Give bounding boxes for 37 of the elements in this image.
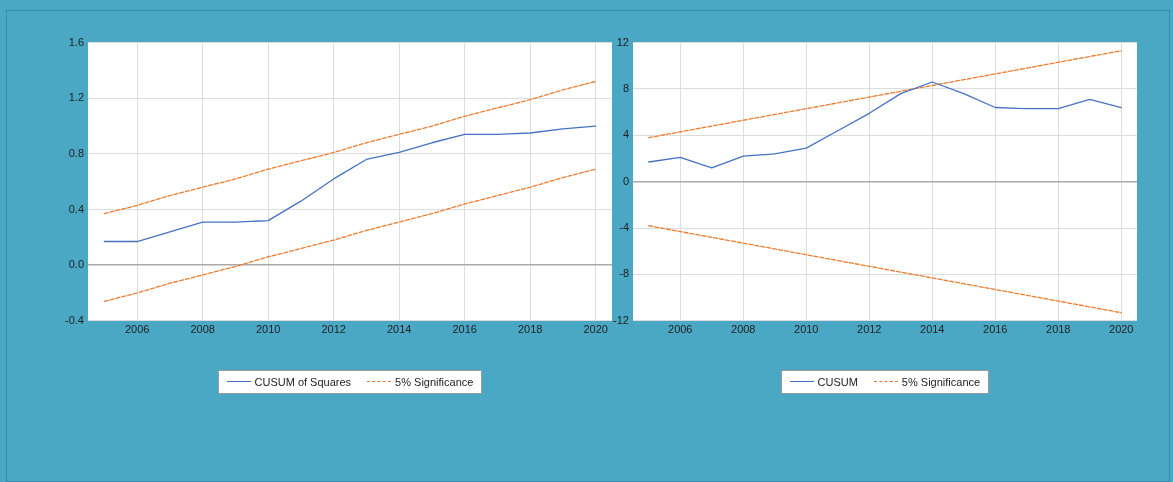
y-tick-label: 1.2	[68, 91, 84, 104]
x-tick-label: 2008	[190, 323, 215, 336]
y-tick-label: 4	[622, 128, 629, 141]
y-tick-label: 0.0	[68, 258, 84, 271]
legend-label: 5% Significance	[395, 375, 474, 388]
legend-label: CUSUM of Squares	[254, 375, 352, 388]
y-tick-label: -12	[613, 313, 629, 326]
x-tick-label: 2006	[668, 323, 693, 336]
x-tick-label: 2016	[983, 323, 1008, 336]
y-tick-label: 0	[622, 174, 629, 187]
line-series	[648, 50, 1122, 139]
x-tick-label: 2016	[452, 323, 477, 336]
y-tick-label: 8	[622, 82, 629, 94]
x-tick-label: 2010	[794, 323, 819, 336]
x-tick-label: 2018	[1046, 323, 1071, 336]
y-tick-label: 12	[616, 35, 629, 48]
line-series	[103, 168, 597, 302]
line-series	[648, 225, 1122, 314]
y-tick-label: 0.8	[68, 146, 84, 159]
y-tick-label: 0.4	[68, 202, 84, 215]
x-tick-label: 2018	[517, 323, 543, 336]
y-tick-label: -0.4	[65, 313, 84, 326]
x-tick-label: 2012	[857, 323, 882, 336]
line-series	[103, 80, 597, 215]
legend-label: CUSUM	[817, 375, 858, 388]
y-tick-label: -4	[619, 221, 629, 234]
y-tick-label: 1.6	[68, 35, 84, 48]
x-tick-label: 2014	[920, 323, 945, 336]
x-tick-label: 2008	[731, 323, 756, 336]
legend-label: 5% Significance	[901, 375, 981, 388]
x-tick-label: 2006	[124, 323, 150, 336]
x-tick-label: 2020	[583, 323, 608, 336]
x-tick-label: 2014	[386, 323, 412, 336]
y-tick-label: -8	[619, 267, 629, 280]
x-tick-label: 2012	[321, 323, 346, 336]
x-tick-label: 2010	[255, 323, 281, 336]
x-tick-label: 2020	[1109, 323, 1134, 336]
